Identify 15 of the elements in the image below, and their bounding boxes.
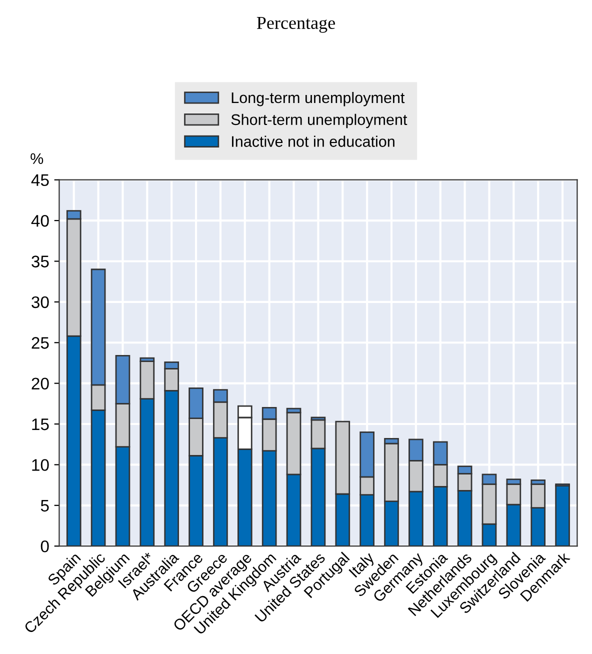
- legend-label: Short-term unemployment: [231, 114, 408, 128]
- chart-subtitle: Percentage: [256, 17, 335, 33]
- y-tick-label: 30: [32, 296, 49, 308]
- y-tick-label: 25: [32, 337, 49, 349]
- y-tick-label: 20: [32, 378, 49, 390]
- legend-label: Inactive not in education: [232, 136, 394, 147]
- y-tick-label: 45: [31, 174, 49, 186]
- y-tick-label: 40: [31, 214, 49, 227]
- y-axis-title: %: [30, 153, 44, 164]
- legend-label: Long-term unemployment: [232, 92, 405, 106]
- y-tick-label: 10: [32, 459, 49, 471]
- y-tick-label: 5: [40, 500, 49, 512]
- y-tick-label: 0: [40, 540, 49, 552]
- y-tick-label: 15: [32, 418, 49, 430]
- y-tick-label: 35: [32, 256, 49, 268]
